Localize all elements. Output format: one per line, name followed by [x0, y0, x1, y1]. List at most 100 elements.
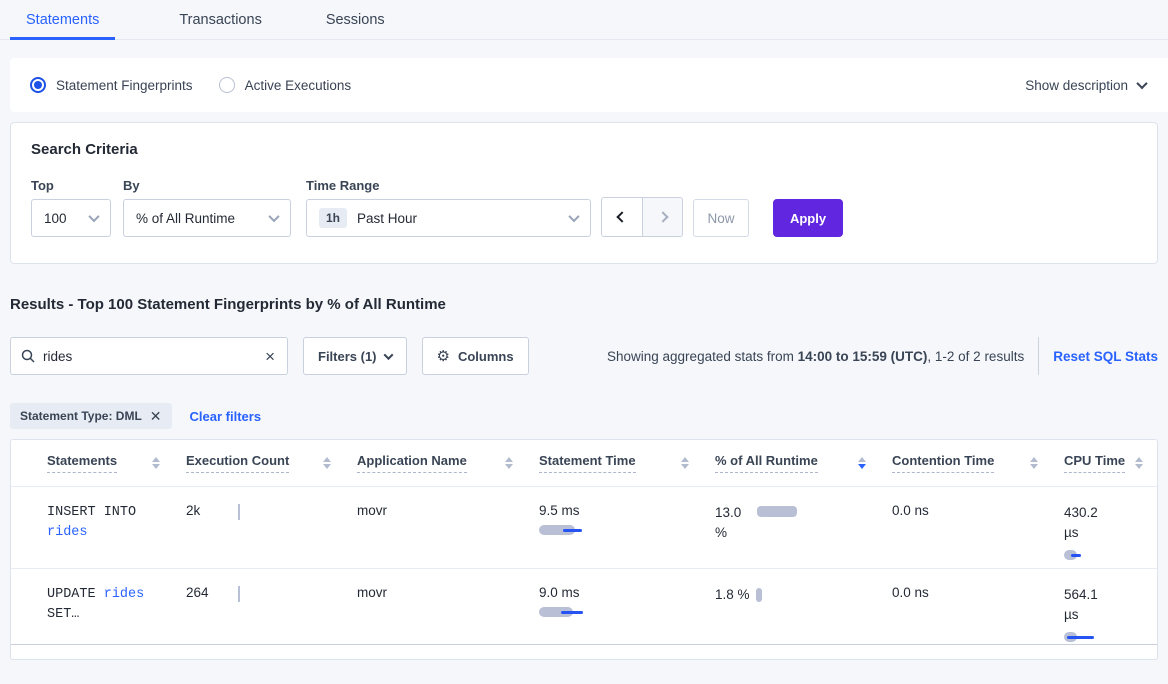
- application-name-cell: movr: [357, 503, 387, 518]
- pct-runtime-cell: 13.0 %: [715, 503, 892, 543]
- apply-button[interactable]: Apply: [773, 199, 843, 237]
- cpu-time-mean-marker: [1067, 636, 1094, 639]
- next-window-button[interactable]: [642, 198, 682, 236]
- col-header-pct-runtime[interactable]: % of All Runtime: [715, 453, 892, 473]
- view-toggle-strip: Statement Fingerprints Active Executions…: [10, 58, 1168, 112]
- col-header-statement-time[interactable]: Statement Time: [539, 453, 715, 473]
- chevron-down-icon: [568, 210, 580, 223]
- statement-link[interactable]: rides: [103, 587, 145, 602]
- chevron-down-icon: [1136, 77, 1148, 90]
- sort-icon: [152, 457, 160, 469]
- search-icon: [21, 349, 35, 363]
- reset-sql-stats-link[interactable]: Reset SQL Stats: [1053, 348, 1158, 364]
- cpu-time-mean-marker: [1071, 554, 1081, 557]
- clear-search-icon[interactable]: ×: [265, 346, 275, 366]
- tab-statements[interactable]: Statements: [10, 12, 116, 40]
- show-description-label: Show description: [1025, 77, 1128, 93]
- by-select-value: % of All Runtime: [136, 210, 236, 226]
- time-window-pager: [601, 197, 683, 237]
- by-label: By: [123, 178, 140, 193]
- active-executions-radio[interactable]: [218, 77, 235, 93]
- filters-button-label: Filters (1): [318, 348, 377, 364]
- statement-fingerprint-cell: UPDATE rides SET…: [47, 587, 145, 622]
- sort-icon: [681, 457, 689, 469]
- statement-time-cell: 9.0 ms: [539, 585, 715, 619]
- search-criteria-card: Search Criteria Top 100 By % of All Runt…: [10, 122, 1158, 264]
- top-select-value: 100: [44, 210, 67, 226]
- active-filters-row: Statement Type: DML ✕ Clear filters: [10, 403, 1158, 429]
- col-header-statements[interactable]: Statements: [47, 453, 186, 473]
- time-range-badge: 1h: [319, 208, 348, 228]
- sort-icon: [1135, 457, 1143, 469]
- now-button[interactable]: Now: [693, 199, 749, 237]
- top-label: Top: [31, 178, 54, 193]
- toolbar-divider: [1038, 337, 1040, 375]
- execution-count-bar: [238, 586, 240, 602]
- results-toolbar: × Filters (1) ⚙ Columns Showing aggregat…: [10, 337, 1158, 375]
- statement-type-filter-chip: Statement Type: DML ✕: [10, 403, 172, 429]
- time-range-value: Past Hour: [357, 210, 418, 226]
- tab-sessions[interactable]: Sessions: [325, 12, 385, 28]
- table-row: INSERT INTO rides 2k movr 9.5 ms 13.0 % …: [11, 486, 1157, 568]
- execution-count-bar: [238, 504, 240, 520]
- col-header-contention-time[interactable]: Contention Time: [892, 453, 1064, 473]
- statement-time-bar: [539, 525, 575, 535]
- statement-time-mean-marker: [563, 529, 582, 532]
- sql-activity-tabbar: Statements Transactions Sessions: [0, 0, 1168, 40]
- tab-transactions[interactable]: Transactions: [179, 12, 262, 28]
- application-name-cell: movr: [357, 585, 387, 600]
- time-range-label: Time Range: [306, 178, 380, 193]
- sort-icon-active-desc: [858, 457, 866, 469]
- top-field: Top 100: [31, 178, 111, 237]
- remove-filter-icon[interactable]: ✕: [149, 407, 162, 424]
- search-criteria-title: Search Criteria: [31, 141, 138, 158]
- pct-runtime-bar: [755, 588, 762, 602]
- statement-time-bar: [539, 607, 573, 617]
- sort-icon: [505, 457, 513, 469]
- top-select[interactable]: 100: [31, 199, 111, 237]
- cpu-time-bar: [1064, 550, 1077, 560]
- columns-button[interactable]: ⚙ Columns: [421, 337, 529, 375]
- chevron-left-icon: [616, 211, 628, 223]
- table-row: UPDATE rides SET… 264 movr 9.0 ms 1.8 % …: [11, 568, 1157, 645]
- by-field: By % of All Runtime: [123, 178, 291, 237]
- statement-fingerprints-label: Statement Fingerprints: [56, 77, 193, 93]
- col-header-cpu-time[interactable]: CPU Time: [1064, 453, 1149, 473]
- pct-runtime-cell: 1.8 %: [715, 585, 892, 605]
- execution-count-cell: 264: [186, 585, 357, 602]
- statement-link[interactable]: rides: [47, 525, 88, 540]
- statement-time-mean-marker: [561, 611, 583, 614]
- filter-chip-label: Statement Type: DML: [20, 409, 142, 423]
- clear-filters-link[interactable]: Clear filters: [189, 408, 262, 424]
- chevron-down-icon: [268, 210, 280, 223]
- by-select[interactable]: % of All Runtime: [123, 199, 291, 237]
- statement-search-box: ×: [10, 337, 288, 375]
- filters-button[interactable]: Filters (1): [303, 337, 407, 375]
- columns-button-label: Columns: [457, 348, 514, 364]
- cpu-time-cell: 564.1 µs: [1064, 585, 1149, 644]
- pct-runtime-bar: [757, 506, 797, 517]
- sort-icon: [323, 457, 331, 469]
- show-description-toggle[interactable]: Show description: [1025, 77, 1148, 93]
- aggregated-stats-text: Showing aggregated stats from 14:00 to 1…: [607, 348, 1025, 364]
- time-range-field: Time Range 1h Past Hour: [306, 178, 591, 237]
- previous-window-button[interactable]: [602, 198, 642, 236]
- gear-icon: ⚙: [436, 347, 450, 365]
- cpu-time-cell: 430.2 µs: [1064, 503, 1149, 562]
- chevron-down-icon: [88, 210, 100, 223]
- table-header-row: Statements Execution Count Application N…: [11, 440, 1157, 486]
- active-executions-label: Active Executions: [244, 77, 352, 93]
- statement-fingerprints-radio[interactable]: [30, 77, 46, 93]
- chevron-down-icon: [383, 349, 393, 360]
- sort-icon: [1030, 457, 1038, 469]
- statements-table: Statements Execution Count Application N…: [10, 439, 1158, 660]
- time-range-select[interactable]: 1h Past Hour: [306, 199, 591, 237]
- col-header-execution-count[interactable]: Execution Count: [186, 453, 357, 473]
- statement-time-cell: 9.5 ms: [539, 503, 715, 537]
- execution-count-cell: 2k: [186, 503, 357, 520]
- statement-fingerprint-cell: INSERT INTO rides: [47, 505, 137, 540]
- contention-time-cell: 0.0 ns: [892, 585, 929, 600]
- search-input[interactable]: [43, 348, 264, 364]
- col-header-application-name[interactable]: Application Name: [357, 453, 539, 473]
- chevron-right-icon: [656, 211, 669, 223]
